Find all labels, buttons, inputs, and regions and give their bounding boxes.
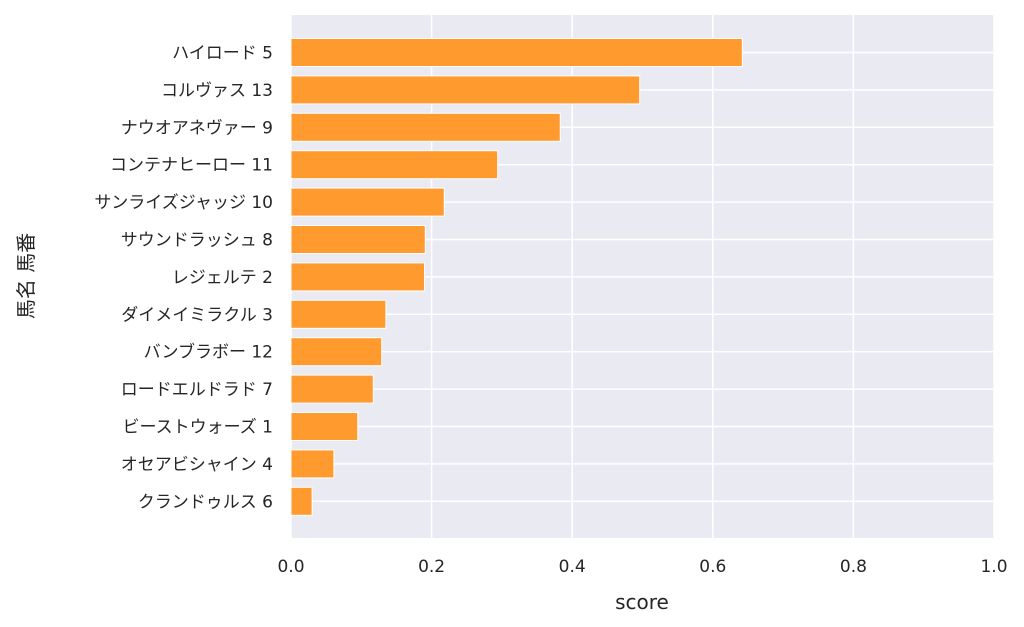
x-tick-labels: 0.0 0.2 0.4 0.6 0.8 1.0 [277, 557, 1007, 577]
bar [291, 375, 373, 403]
y-tick-label: ナウオアネヴァー 9 [121, 118, 273, 138]
x-tick-label: 0.4 [559, 557, 586, 577]
y-axis-label: 馬名 馬番 [14, 233, 38, 319]
y-tick-labels: ハイロード 5 コルヴァス 13 ナウオアネヴァー 9 コンテナヒーロー 11 サンライ… [94, 44, 273, 513]
bar [291, 450, 334, 478]
bar [291, 113, 560, 141]
y-tick-label: ロードエルドラド 7 [121, 380, 273, 400]
bar [291, 151, 498, 179]
y-tick-label: コンテナヒーロー 11 [110, 156, 273, 176]
bar [291, 39, 742, 67]
y-tick-label: バンブラボー 12 [144, 342, 273, 363]
bar [291, 413, 358, 441]
y-tick-label: オセアビシャイン 4 [121, 455, 273, 475]
x-tick-label: 1.0 [980, 557, 1007, 577]
y-tick-label: サンライズジャッジ 10 [94, 193, 273, 213]
x-tick-label: 0.0 [277, 557, 304, 577]
x-tick-label: 0.6 [699, 557, 726, 577]
bar [291, 226, 425, 254]
x-axis-label: score [615, 590, 669, 614]
y-tick-label: サウンドラッシュ 8 [121, 231, 273, 251]
bar [291, 487, 312, 515]
bar [291, 188, 444, 216]
x-tick-label: 0.2 [418, 557, 445, 577]
bar [291, 300, 386, 328]
bar [291, 76, 640, 104]
bar [291, 263, 425, 291]
y-tick-label: レジェルテ 2 [172, 268, 273, 288]
bar [291, 338, 382, 366]
x-tick-label: 0.8 [840, 557, 867, 577]
y-tick-label: ダイメイミラクル 3 [121, 305, 273, 325]
y-tick-label: ハイロード 5 [172, 44, 273, 64]
y-tick-label: クランドゥルス 6 [138, 492, 273, 512]
y-tick-label: コルヴァス 13 [161, 81, 273, 101]
y-tick-label: ビーストウォーズ 1 [122, 418, 273, 438]
